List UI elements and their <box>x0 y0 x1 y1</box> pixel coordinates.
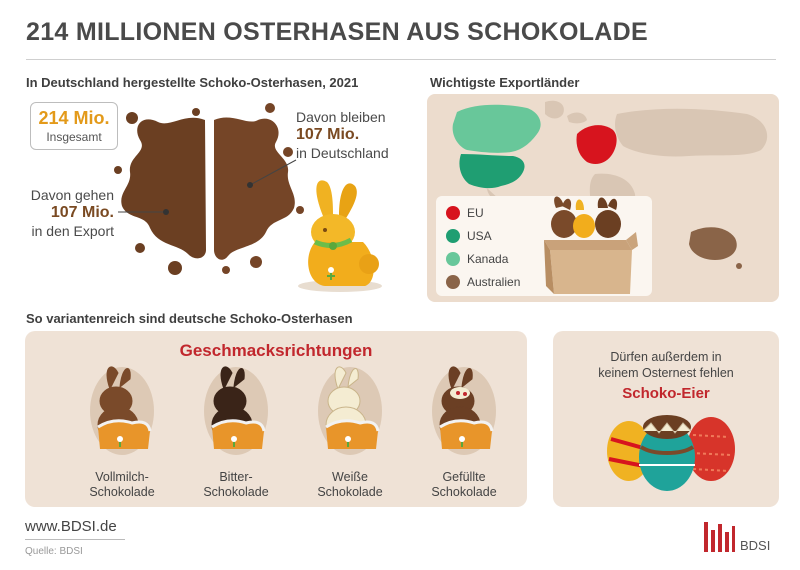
golden-bunny-icon <box>298 180 382 292</box>
bunny-flavor-row <box>90 366 496 455</box>
stay-annotation: Davon bleiben 107 Mio. in Deutschland <box>296 108 406 162</box>
legend-item-kanada: Kanada <box>446 252 508 266</box>
shipping-box-icon <box>544 196 638 294</box>
website-link[interactable]: www.BDSI.de <box>25 518 117 535</box>
flavor-bunny-2 <box>318 366 382 455</box>
stay-value: 107 Mio. <box>296 126 360 143</box>
flavor-label-2-line1: Weiße <box>332 470 368 484</box>
page-title: 214 MILLIONEN OSTERHASEN AUS SCHOKOLADE <box>26 18 648 46</box>
flavors-title: Geschmacksrichtungen <box>179 341 373 360</box>
export-annotation: Davon gehen 107 Mio. in den Export <box>10 186 114 240</box>
flavor-label-3-line1: Gefüllte <box>442 470 486 484</box>
flavor-label-0: Vollmilch- Schokolade <box>67 470 177 500</box>
flavor-label-2-line2: Schokolade <box>317 485 383 499</box>
eggs-text: Dürfen außerdem in keinem Osternest fehl… <box>553 349 779 381</box>
bdsi-logo-icon <box>704 522 735 552</box>
flavor-label-1-line1: Bitter- <box>219 470 253 484</box>
eggs-line2: keinem Osternest fehlen <box>598 366 734 380</box>
total-value: 214 Mio. <box>38 108 110 128</box>
flavor-bunny-1 <box>204 366 268 455</box>
flavor-label-1-line2: Schokolade <box>203 485 269 499</box>
bdsi-brand: BDSI <box>740 538 771 553</box>
eggs-highlight: Schoko-Eier <box>622 385 710 402</box>
usa-dot-icon <box>446 229 460 243</box>
stay-rest: in Deutschland <box>296 145 389 161</box>
stay-intro: Davon bleiben <box>296 109 386 125</box>
flavor-label-3-line2: Schokolade <box>431 485 497 499</box>
legend-label-kanada: Kanada <box>467 252 509 266</box>
export-rest: in den Export <box>31 223 115 239</box>
eu-dot-icon <box>446 206 460 220</box>
flavor-label-2: Weiße Schokolade <box>295 470 405 500</box>
production-label: In Deutschland hergestellte Schoko-Oster… <box>26 75 359 90</box>
export-value: 107 Mio. <box>50 204 114 221</box>
legend-label-eu: EU <box>467 206 484 220</box>
export-countries-label: Wichtigste Exportländer <box>430 75 580 90</box>
flavor-label-0-line2: Schokolade <box>89 485 155 499</box>
footer-divider <box>25 539 125 540</box>
flavor-label-0-line1: Vollmilch- <box>95 470 149 484</box>
australien-dot-icon <box>446 275 460 289</box>
chocolate-eggs-icon <box>607 415 735 491</box>
varieties-label: So variantenreich sind deutsche Schoko-O… <box>26 311 353 326</box>
eggs-line1: Dürfen außerdem in <box>610 350 722 364</box>
legend-label-australien: Australien <box>467 275 521 289</box>
total-box: 214 Mio. Insgesamt <box>30 102 118 150</box>
title-divider <box>26 59 776 60</box>
flavor-label-3: Gefüllte Schokolade <box>409 470 519 500</box>
export-intro: Davon gehen <box>30 187 114 203</box>
legend-item-eu: EU <box>446 206 484 220</box>
eggs-panel: Dürfen außerdem in keinem Osternest fehl… <box>553 331 779 507</box>
flavor-label-1: Bitter- Schokolade <box>181 470 291 500</box>
flavor-bunny-3 <box>432 366 496 455</box>
flavor-bunny-0 <box>90 366 154 455</box>
flavors-panel: Geschmacksrichtungen Vollmilch- Schokola… <box>25 331 527 507</box>
kanada-dot-icon <box>446 252 460 266</box>
legend-item-usa: USA <box>446 229 492 243</box>
source-note: Quelle: BDSI <box>25 546 83 557</box>
total-label: Insgesamt <box>46 130 102 144</box>
legend-item-australien: Australien <box>446 275 520 289</box>
legend-label-usa: USA <box>467 229 492 243</box>
